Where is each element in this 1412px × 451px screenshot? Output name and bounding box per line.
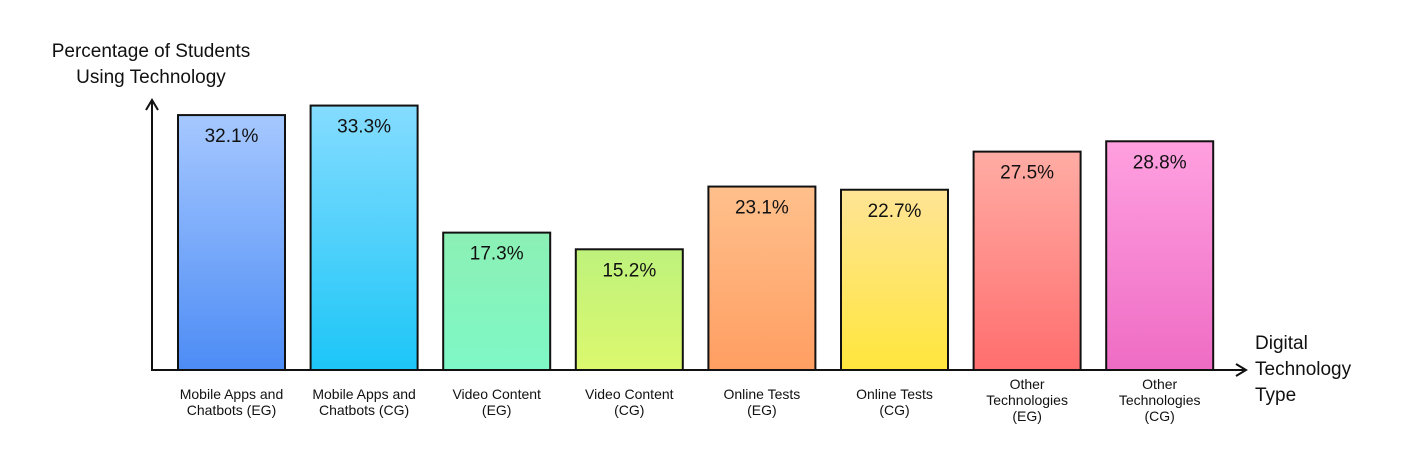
value-label: 33.3% <box>337 117 391 138</box>
x-tick-label: Video Content (CG) <box>585 386 674 418</box>
bar <box>972 150 1082 371</box>
value-label: 23.1% <box>735 198 789 219</box>
bar <box>442 231 552 371</box>
x-tick-label: Video Content (EG) <box>452 386 541 418</box>
x-axis-title: Digital Technology Type <box>1255 333 1352 406</box>
x-tick-label: Online Tests (EG) <box>723 386 801 418</box>
bar <box>574 248 684 371</box>
x-tick-label: Mobile Apps and Chatbots (CG) <box>312 386 416 418</box>
value-label: 22.7% <box>868 201 922 222</box>
value-label: 27.5% <box>1000 163 1054 184</box>
y-axis-title: Percentage of Students Using Technology <box>51 41 251 88</box>
value-label: 28.8% <box>1133 152 1187 173</box>
value-label: 15.2% <box>602 260 656 281</box>
bar <box>309 104 419 371</box>
x-tick-label: Mobile Apps and Chatbots (EG) <box>179 386 284 418</box>
value-label: 17.3% <box>470 244 524 265</box>
bar <box>840 188 949 371</box>
y-axis-arrow <box>145 98 159 111</box>
x-axis-arrow <box>1235 363 1248 377</box>
x-tick-label: Other Technologies (CG) <box>1118 376 1201 424</box>
x-tick-label: Other Technologies (EG) <box>986 376 1068 424</box>
bar <box>707 185 817 371</box>
value-label: 32.1% <box>205 126 259 147</box>
bar <box>1105 140 1215 371</box>
bar <box>177 114 286 371</box>
x-tick-label: Online Tests (CG) <box>856 386 933 418</box>
